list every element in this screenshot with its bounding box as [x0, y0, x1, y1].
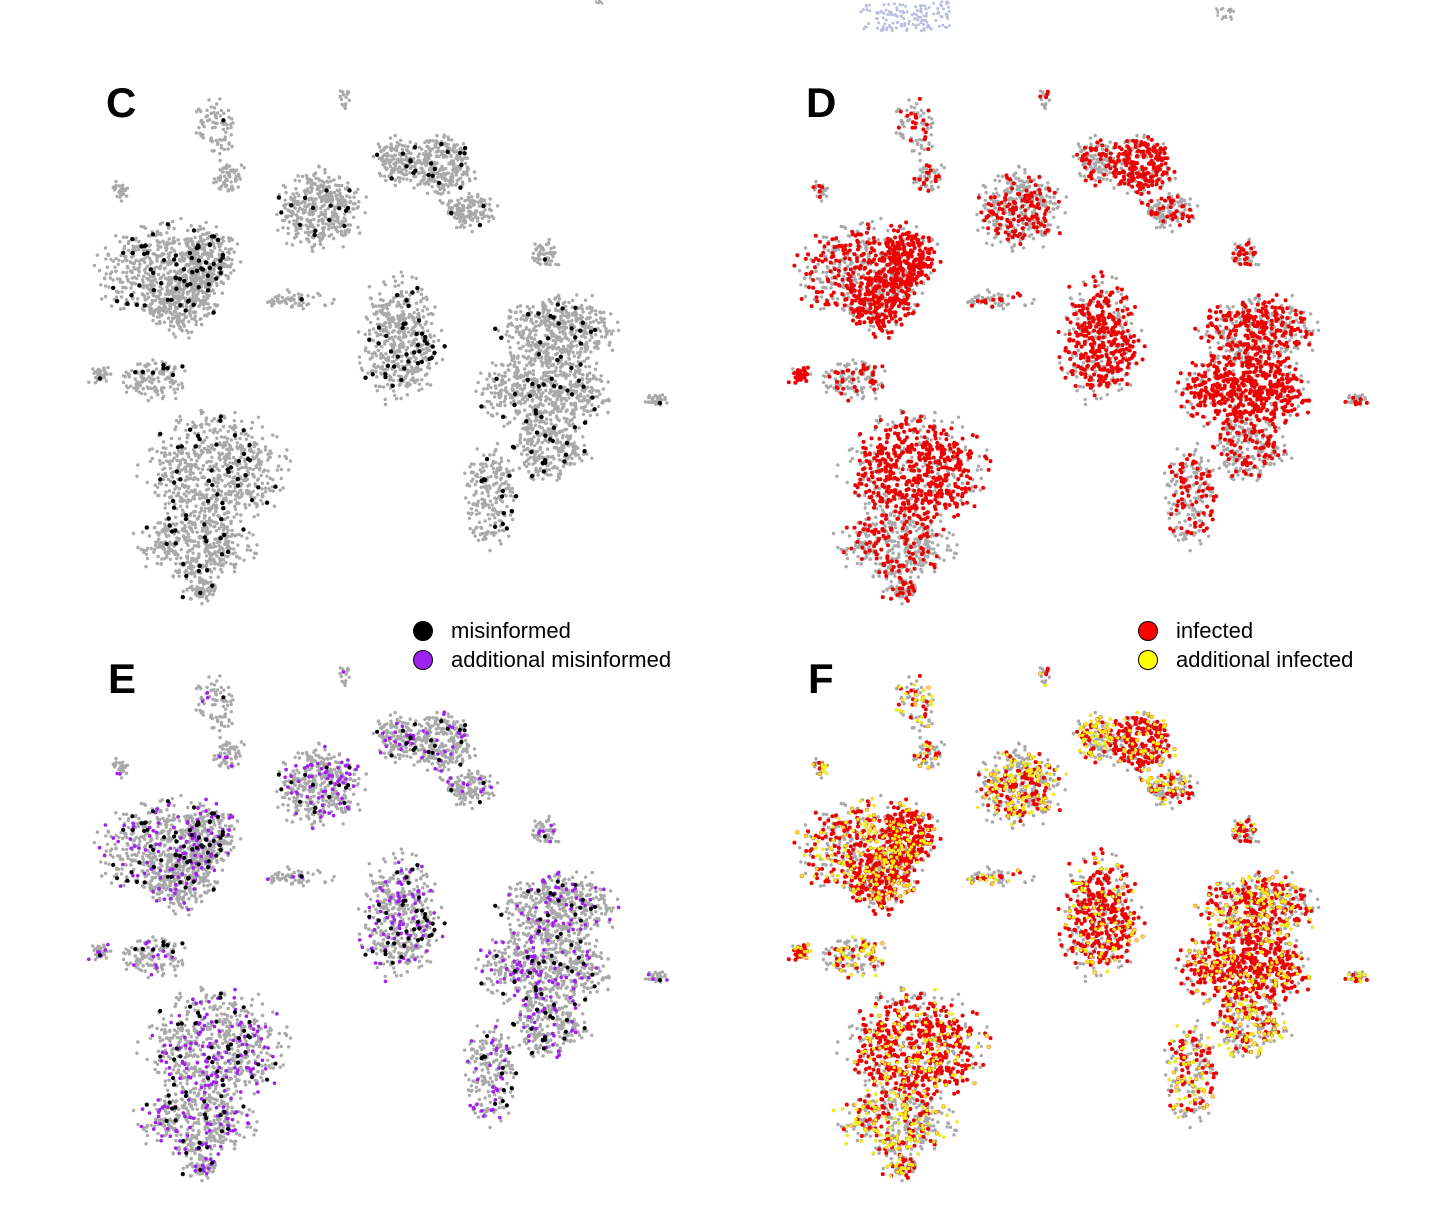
panel-label-c: C	[106, 82, 136, 124]
additional-misinformed-swatch	[413, 650, 433, 670]
panel-d-network	[787, 89, 1369, 605]
infection-legend: infected additional infected	[1138, 616, 1353, 674]
legend-item-misinformed: misinformed	[413, 616, 671, 645]
infected-swatch	[1138, 621, 1158, 641]
panel-e-network	[87, 666, 669, 1182]
top-fragment-network	[595, 0, 1235, 32]
misinformed-swatch	[413, 621, 433, 641]
base-nodes	[87, 89, 669, 605]
additional-infected-swatch	[1138, 650, 1158, 670]
legend-label: additional misinformed	[451, 647, 671, 673]
panel-label-e: E	[108, 658, 136, 700]
panel-f-network	[787, 666, 1369, 1182]
panel-c-network	[87, 89, 669, 605]
panel-label-d: D	[806, 82, 836, 124]
legend-label: additional infected	[1176, 647, 1353, 673]
misinformation-legend: misinformed additional misinformed	[413, 616, 671, 674]
legend-item-additional-infected: additional infected	[1138, 645, 1353, 674]
legend-item-additional-misinformed: additional misinformed	[413, 645, 671, 674]
panel-label-f: F	[808, 658, 834, 700]
legend-item-infected: infected	[1138, 616, 1353, 645]
legend-label: infected	[1176, 618, 1253, 644]
legend-label: misinformed	[451, 618, 571, 644]
base-nodes	[87, 666, 669, 1182]
